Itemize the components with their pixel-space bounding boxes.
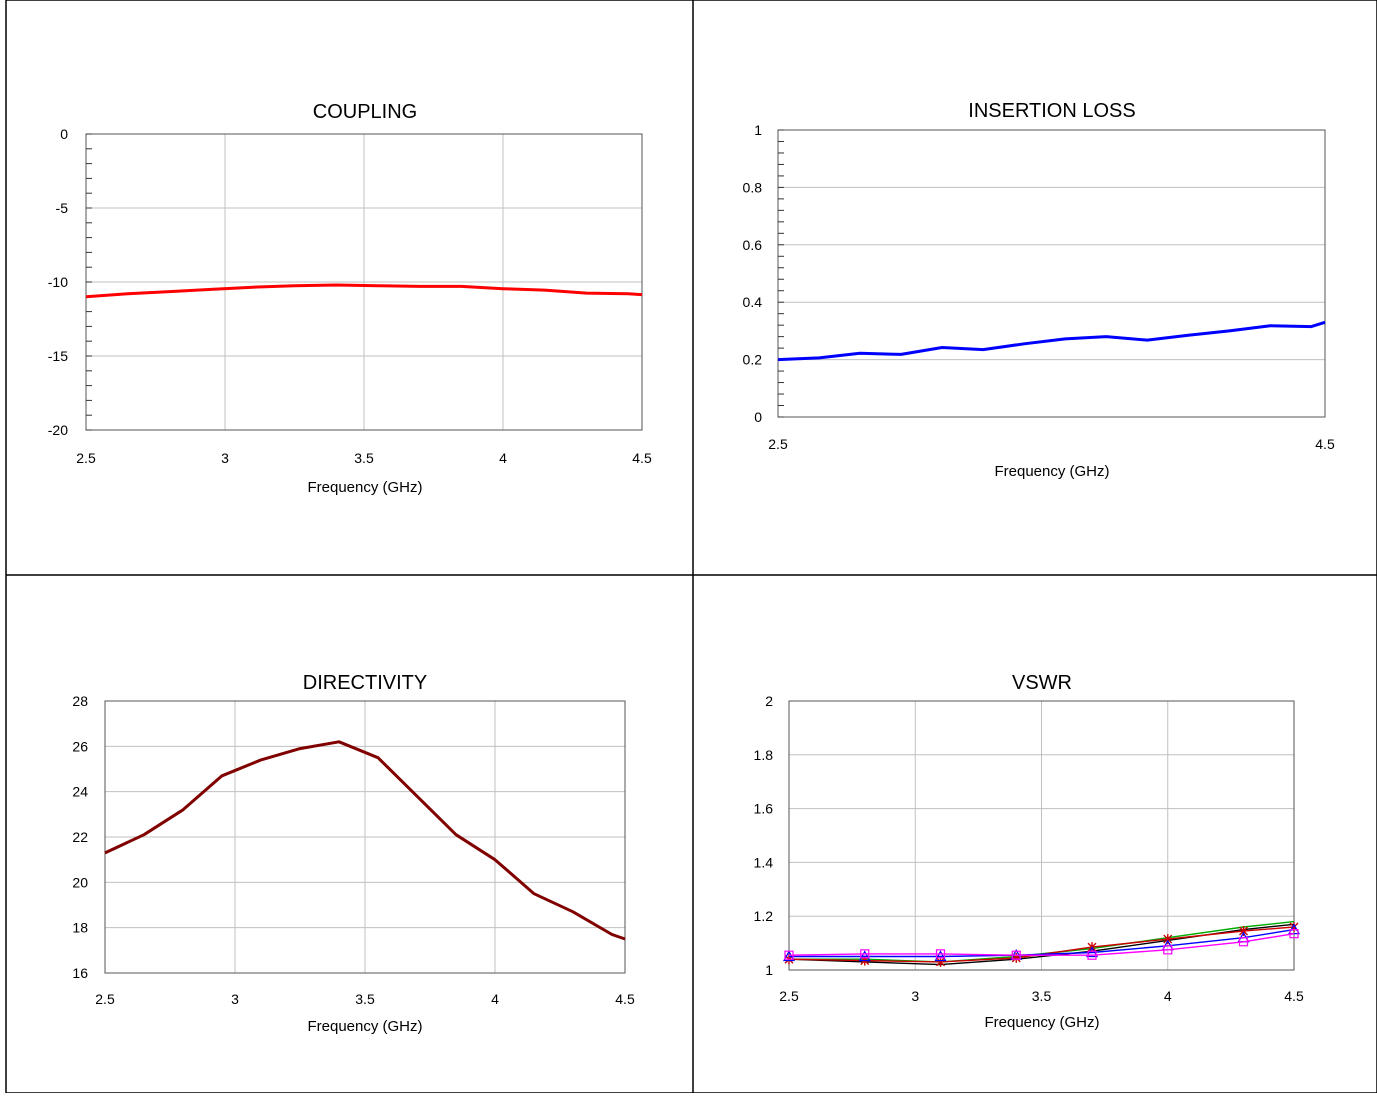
vswr-series-line	[788, 926, 1295, 963]
vswr-series-point	[1163, 934, 1173, 945]
vswr-series-point	[935, 949, 946, 959]
insertion-loss-y-tick-label: 0	[754, 409, 762, 425]
directivity-y-tick-label: 22	[72, 829, 88, 845]
vswr-series-point	[860, 949, 870, 959]
coupling-chart: 0 -5 -10 -15 -20 2.5 3 3.5 4 4.5	[48, 126, 652, 466]
insertion-loss-y-tick-label: 1	[754, 122, 762, 138]
insertion-loss-y-tick-label: 0.8	[743, 179, 763, 195]
vswr-series-point	[1087, 950, 1097, 960]
vswr-series-point	[1239, 925, 1248, 936]
directivity-y-tick-label: 20	[72, 874, 88, 890]
coupling-y-tick-label: -20	[48, 422, 68, 438]
vswr-series-point	[858, 950, 871, 962]
coupling-x-tick-label: 4	[499, 450, 507, 466]
vswr-series-point	[934, 950, 947, 962]
insertion-loss-x-axis-label: Frequency (GHz)	[994, 463, 1109, 480]
insertion-loss-y-tick-label: 0.6	[743, 237, 763, 253]
directivity-x-tick-label: 3	[231, 991, 239, 1007]
directivity-x-tick-label: 4	[491, 991, 499, 1007]
insertion-loss-x-tick-label: 4.5	[1315, 436, 1335, 452]
vswr-chart-title: VSWR	[1012, 672, 1072, 694]
vswr-series-point	[1163, 945, 1173, 955]
insertion-loss-x-tick-label: 2.5	[768, 436, 788, 452]
coupling-y-tick-label: -15	[48, 348, 68, 364]
vswr-series-point	[784, 950, 794, 960]
vswr-x-axis-label: Frequency (GHz)	[984, 1014, 1099, 1031]
insertion-loss-plot-area	[778, 130, 1325, 417]
directivity-chart: 16 18 20 22 24 26 28 2.5 3 3.5 4 4.5	[72, 693, 635, 1007]
vswr-series-line	[788, 933, 1295, 956]
directivity-x-tick-label: 3.5	[355, 991, 375, 1007]
vswr-x-tick-label: 4.5	[1284, 988, 1304, 1004]
vswr-series-point	[1011, 950, 1021, 960]
vswr-y-tick-label: 1.4	[754, 854, 774, 870]
vswr-y-tick-label: 1.8	[754, 747, 774, 763]
vswr-y-tick-label: 1.6	[754, 801, 774, 817]
vswr-x-tick-label: 3	[911, 988, 919, 1004]
vswr-series-point	[1289, 929, 1299, 939]
insertion-loss-y-tick-label: 0.2	[743, 352, 763, 368]
coupling-x-axis-label: Frequency (GHz)	[307, 479, 422, 496]
coupling-y-tick-label: -5	[56, 200, 69, 216]
vswr-y-tick-label: 1	[765, 962, 773, 978]
directivity-chart-title: DIRECTIVITY	[303, 672, 427, 694]
directivity-x-tick-label: 2.5	[95, 991, 115, 1007]
vswr-series-point	[1238, 937, 1249, 947]
vswr-series-point	[1085, 946, 1099, 958]
coupling-series-line	[85, 283, 643, 299]
vswr-x-tick-label: 2.5	[779, 988, 799, 1004]
directivity-y-tick-label: 26	[72, 738, 88, 754]
coupling-x-tick-label: 4.5	[632, 450, 652, 466]
vswr-x-tick-label: 3.5	[1032, 988, 1052, 1004]
directivity-x-tick-label: 4.5	[615, 991, 635, 1007]
vswr-x-tick-label: 4	[1164, 988, 1172, 1004]
insertion-loss-plot-frame	[777, 129, 1326, 418]
vswr-series-point	[782, 950, 796, 962]
vswr-y-tick-label: 1.2	[754, 908, 774, 924]
directivity-series-line	[104, 740, 626, 941]
coupling-y-tick-label: 0	[60, 126, 68, 142]
directivity-x-axis-label: Frequency (GHz)	[307, 1018, 422, 1035]
insertion-loss-series-line	[777, 320, 1326, 362]
coupling-x-tick-label: 3.5	[354, 450, 374, 466]
vswr-series-line	[789, 928, 1295, 958]
insertion-loss-y-tick-label: 0.4	[743, 294, 763, 310]
coupling-chart-title: COUPLING	[313, 101, 417, 123]
vswr-plot-frame	[788, 700, 1295, 971]
directivity-plot-frame	[104, 700, 626, 974]
vswr-series-point	[936, 956, 945, 967]
coupling-y-tick-label: -10	[48, 274, 68, 290]
insertion-loss-chart-title: INSERTION LOSS	[968, 100, 1135, 122]
coupling-x-tick-label: 3	[221, 450, 229, 466]
directivity-y-tick-label: 24	[72, 784, 88, 800]
insertion-loss-chart: 0 0.2 0.4 0.6 0.8 1 2.5 4.5	[743, 122, 1335, 452]
coupling-x-tick-label: 2.5	[76, 450, 96, 466]
directivity-y-tick-label: 16	[72, 965, 88, 981]
directivity-y-tick-label: 28	[72, 693, 88, 709]
directivity-y-tick-label: 18	[72, 920, 88, 936]
vswr-chart: 1 1.2 1.4 1.6 1.8 2 2.5 3 3.5 4 4.5	[754, 693, 1304, 1004]
vswr-y-tick-label: 2	[765, 693, 773, 709]
